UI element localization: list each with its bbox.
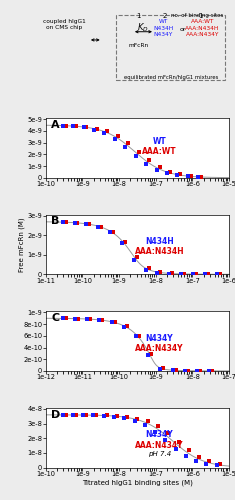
Text: AAA:WT: AAA:WT: [142, 148, 177, 156]
Text: 1: 1: [199, 12, 203, 18]
Text: D: D: [51, 410, 61, 420]
Text: WT
N434H
N434Y: WT N434H N434Y: [153, 20, 173, 37]
Text: N434Y: N434Y: [146, 334, 173, 343]
Text: equilibrated mFcRn/hIgG1 mixtures: equilibrated mFcRn/hIgG1 mixtures: [124, 75, 219, 80]
Text: AAA:N434Y: AAA:N434Y: [135, 440, 184, 450]
Text: 2: 2: [163, 12, 167, 18]
Bar: [116, 14, 225, 80]
Text: AAA:WT
AAA:N434H
AAA:N434Y: AAA:WT AAA:N434H AAA:N434Y: [185, 20, 220, 37]
Text: $K_D$: $K_D$: [137, 22, 149, 34]
Text: AAA:N434H: AAA:N434H: [135, 248, 184, 256]
Text: C: C: [51, 313, 59, 323]
Text: no. of binding sites: no. of binding sites: [171, 12, 224, 18]
Text: coupled hIgG1
on CMS chip: coupled hIgG1 on CMS chip: [43, 20, 86, 30]
Text: N434Y: N434Y: [146, 430, 173, 440]
Text: AAA:N434Y: AAA:N434Y: [135, 344, 184, 353]
Text: A: A: [51, 120, 60, 130]
Text: B: B: [51, 216, 60, 226]
Text: N434H: N434H: [145, 238, 174, 246]
Text: or: or: [179, 27, 186, 32]
Text: WT: WT: [153, 137, 166, 146]
Text: mFcRn: mFcRn: [128, 44, 149, 49]
Text: pH 7.4: pH 7.4: [148, 451, 171, 457]
X-axis label: Titrated hIgG1 binding sites (M): Titrated hIgG1 binding sites (M): [82, 480, 193, 486]
Y-axis label: Free mFcRn (M): Free mFcRn (M): [18, 217, 25, 272]
Text: 1: 1: [136, 12, 141, 18]
